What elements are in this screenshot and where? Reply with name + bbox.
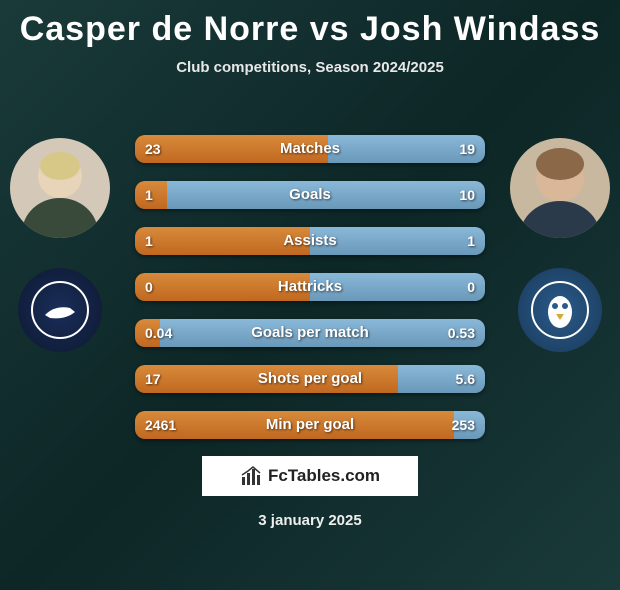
stat-value-left: 23 [145,135,161,163]
player-left-avatar [10,138,110,238]
stat-row: Shots per goal17 5.6 [135,365,485,393]
page-title: Casper de Norre vs Josh Windass [0,10,620,49]
stat-row: Min per goal2461 253 [135,411,485,439]
stat-value-right: 0 [467,273,475,301]
stat-label: Assists [135,227,485,255]
club-left-crest [18,268,102,352]
stat-label: Hattricks [135,273,485,301]
stat-label: Matches [135,135,485,163]
stat-row: Goals1 10 [135,181,485,209]
stat-value-left: 0 [145,273,153,301]
stat-label: Goals per match [135,319,485,347]
stat-row: Goals per match0.04 0.53 [135,319,485,347]
stat-label: Shots per goal [135,365,485,393]
stat-label: Goals [135,181,485,209]
stat-label: Min per goal [135,411,485,439]
stat-row: Assists1 1 [135,227,485,255]
brand-icon [240,465,262,487]
stat-value-left: 1 [145,181,153,209]
stat-value-left: 0.04 [145,319,172,347]
stat-value-right: 10 [459,181,475,209]
stat-value-right: 1 [467,227,475,255]
stat-value-left: 17 [145,365,161,393]
stat-value-left: 2461 [145,411,176,439]
brand-box[interactable]: FcTables.com [202,456,418,496]
subtitle: Club competitions, Season 2024/2025 [0,59,620,76]
date-label: 3 january 2025 [0,512,620,529]
brand-text: FcTables.com [268,466,380,486]
stat-value-right: 0.53 [448,319,475,347]
club-right-crest [518,268,602,352]
stat-row: Hattricks0 0 [135,273,485,301]
stat-value-right: 5.6 [456,365,475,393]
stat-row: Matches23 19 [135,135,485,163]
player-right-avatar [510,138,610,238]
stat-value-right: 19 [459,135,475,163]
stat-value-right: 253 [452,411,475,439]
stat-value-left: 1 [145,227,153,255]
stats-container: Matches2319Goals110Assists11Hattricks00G… [135,135,485,457]
